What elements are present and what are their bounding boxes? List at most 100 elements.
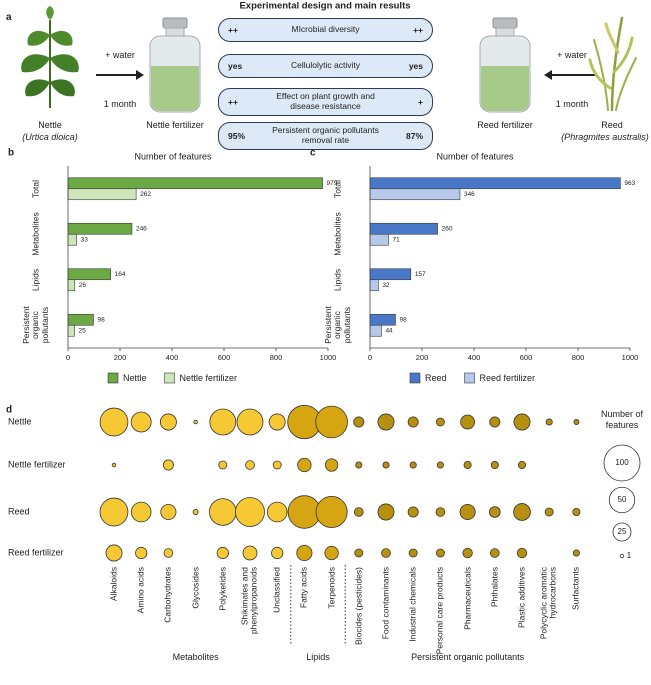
fertilizer-name: Reed fertilizer bbox=[477, 120, 533, 130]
category-label: Fatty acids bbox=[298, 567, 309, 609]
plant-latin: (Urtica dioica) bbox=[22, 132, 78, 142]
x-tick-label: 200 bbox=[114, 353, 127, 362]
panel-label: a bbox=[6, 12, 12, 23]
bubble bbox=[408, 548, 418, 558]
reed-bottle bbox=[479, 17, 531, 113]
legend-label: Nettle bbox=[123, 373, 147, 383]
value-label: 98 bbox=[399, 316, 407, 323]
bubble bbox=[130, 411, 152, 433]
legend-swatch bbox=[107, 372, 119, 384]
bubble bbox=[218, 460, 228, 470]
bubble bbox=[160, 503, 177, 521]
size-legend-title: Number of features bbox=[600, 409, 644, 430]
category-label: Total bbox=[30, 179, 41, 198]
bubble bbox=[242, 545, 258, 561]
bubble bbox=[513, 503, 531, 521]
bar bbox=[67, 177, 323, 190]
bubble bbox=[324, 458, 339, 472]
result-text: Effect on plant growth and disease resis… bbox=[276, 91, 375, 111]
bubble bbox=[409, 461, 417, 469]
water-label: + water bbox=[105, 50, 135, 60]
bubble bbox=[354, 548, 364, 558]
value-label: 157 bbox=[415, 271, 426, 278]
bubble bbox=[193, 419, 198, 425]
panel-label: c bbox=[310, 148, 316, 159]
nettle-result: yes bbox=[228, 61, 243, 71]
category-label: Personal care products bbox=[434, 567, 445, 655]
panel-label: d bbox=[6, 405, 12, 416]
size-legend-label: 100 bbox=[615, 458, 629, 467]
plant-latin: (Phragmites australis) bbox=[561, 132, 649, 142]
bar bbox=[369, 177, 621, 190]
bar bbox=[67, 268, 111, 281]
x-tick-label: 0 bbox=[368, 353, 372, 362]
result-box: 95% Persistent organic pollutants remova… bbox=[218, 122, 433, 150]
bubble bbox=[572, 549, 580, 557]
category-label: Amino acids bbox=[135, 567, 146, 614]
bubble bbox=[111, 462, 117, 468]
bubble bbox=[544, 507, 554, 517]
time-label: 1 month bbox=[103, 99, 137, 109]
value-label: 164 bbox=[115, 271, 126, 278]
category-label: Surfactants bbox=[570, 567, 581, 610]
bubble bbox=[518, 460, 527, 469]
panel-label: b bbox=[8, 148, 14, 159]
x-tick-label: 400 bbox=[166, 353, 179, 362]
x-tick-label: 600 bbox=[218, 353, 231, 362]
bubble bbox=[436, 461, 444, 469]
legend-label: Nettle fertilizer bbox=[180, 373, 238, 383]
category-label: Metabolites bbox=[30, 212, 41, 256]
bubble bbox=[105, 544, 123, 562]
group-label: Lipids bbox=[306, 652, 330, 662]
category-label: Terpenoids bbox=[325, 567, 336, 609]
result-text: Persistent organic pollutants removal ra… bbox=[272, 125, 379, 145]
bubble bbox=[377, 503, 395, 521]
bubble bbox=[315, 405, 348, 439]
x-tick-label: 800 bbox=[572, 353, 585, 362]
bar bbox=[369, 313, 396, 326]
reed-plant bbox=[588, 16, 637, 112]
x-tick-label: 600 bbox=[520, 353, 533, 362]
nettle-result: ++ bbox=[228, 25, 238, 35]
row-label: Reed bbox=[8, 506, 30, 516]
bubble bbox=[235, 497, 265, 527]
value-label: 963 bbox=[624, 180, 635, 187]
category-label: Persistent organic pollutants bbox=[20, 306, 50, 345]
category-label: Polyketides bbox=[217, 567, 228, 611]
chart-title: Number of features bbox=[134, 151, 212, 161]
bubble bbox=[236, 408, 264, 436]
time-label: 1 month bbox=[555, 99, 589, 109]
reed-result: yes bbox=[408, 61, 423, 71]
x-tick-label: 200 bbox=[416, 353, 429, 362]
bar bbox=[369, 268, 412, 281]
bubble bbox=[297, 457, 312, 473]
bubble bbox=[296, 544, 313, 562]
value-label: 26 bbox=[79, 282, 87, 289]
result-box: yes Cellulolytic activity yes bbox=[218, 54, 433, 78]
category-label: Industrial chemicals bbox=[407, 567, 418, 642]
bar bbox=[67, 324, 75, 337]
value-label: 25 bbox=[79, 327, 87, 334]
result-box: ++ Effect on plant growth and disease re… bbox=[218, 88, 433, 116]
group-label: Metabolites bbox=[172, 652, 219, 662]
bubble bbox=[353, 416, 365, 428]
bubble bbox=[513, 413, 531, 431]
panel-title: Experimental design and main results bbox=[239, 0, 411, 12]
size-legend-label: 50 bbox=[618, 495, 627, 504]
bar bbox=[369, 279, 379, 292]
result-text: Cellulolytic activity bbox=[291, 60, 360, 71]
bubble bbox=[459, 503, 476, 521]
value-label: 262 bbox=[140, 191, 151, 198]
value-label: 71 bbox=[392, 236, 400, 243]
bar bbox=[67, 279, 76, 292]
bubble bbox=[324, 545, 339, 561]
size-legend-label: 25 bbox=[618, 527, 627, 536]
result-text: MIcrobial diversity bbox=[291, 24, 360, 35]
category-label: Metabolites bbox=[332, 212, 343, 256]
category-label: Alkaloids bbox=[108, 567, 119, 602]
nettle-bottle bbox=[149, 17, 201, 113]
category-label: Pharmaceuticals bbox=[461, 567, 472, 630]
bubble bbox=[266, 501, 288, 523]
